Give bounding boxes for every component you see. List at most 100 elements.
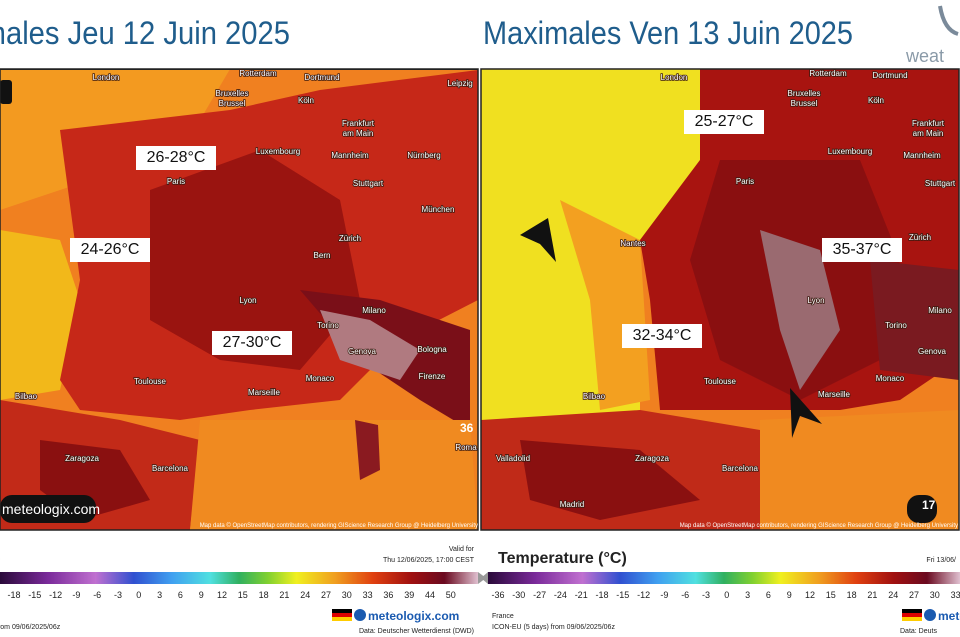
title: Maximales Ven 13 Juin 2025 xyxy=(483,15,853,51)
scale-tick: 50 xyxy=(446,590,456,600)
temperature-label: 24-26°C xyxy=(81,241,140,258)
bar-end xyxy=(481,572,488,584)
city-label: Milano xyxy=(928,306,952,315)
city-label: Lyon xyxy=(807,296,824,305)
data-source: Data: Deutscher Wetterdienst (DWD) xyxy=(359,628,474,635)
scale-tick: -6 xyxy=(681,590,689,600)
city-label: Toulouse xyxy=(704,377,737,386)
scale-tick: -18 xyxy=(7,590,20,600)
city-label: Marseille xyxy=(818,390,851,399)
city-label: Paris xyxy=(167,177,185,186)
city-label: Rotterdam xyxy=(809,69,847,78)
city-label: Torino xyxy=(885,321,907,330)
city-label: am Main xyxy=(343,129,374,138)
scale-tick: 12 xyxy=(217,590,227,600)
scale-tick: -12 xyxy=(49,590,62,600)
city-label: Milano xyxy=(362,306,386,315)
city-label: Zürich xyxy=(339,234,361,243)
title: Maximales Jeu 12 Juin 2025 xyxy=(0,15,290,51)
scale-tick: 39 xyxy=(404,590,414,600)
flag xyxy=(902,613,922,617)
scale-tick: -18 xyxy=(595,590,608,600)
scale-tick: 0 xyxy=(724,590,729,600)
brand-icon xyxy=(924,609,936,621)
city-label: Zaragoza xyxy=(635,454,669,463)
temperature-label: 27-30°C xyxy=(223,334,282,351)
flag xyxy=(902,617,922,621)
city-label: Köln xyxy=(298,96,314,105)
scale-tick: -12 xyxy=(637,590,650,600)
city-label: Nürnberg xyxy=(407,151,440,160)
brand: meteologix.com xyxy=(938,609,960,623)
temperature-label: 35-37°C xyxy=(833,241,892,258)
city-label: Köln xyxy=(868,96,884,105)
city-label: Genova xyxy=(918,347,947,356)
temperature-label: 26-28°C xyxy=(147,149,206,166)
map-right xyxy=(481,69,959,530)
scale-tick: 27 xyxy=(909,590,919,600)
scale-tick: -15 xyxy=(28,590,41,600)
valid-time: Fri 13/06/ xyxy=(926,557,956,564)
valid-time: Thu 12/06/2025, 17:00 CEST xyxy=(383,557,475,564)
label-box xyxy=(822,238,902,262)
attribution: Map data © OpenStreetMap contributors, r… xyxy=(200,522,478,529)
model-run: from 09/06/2025/06z xyxy=(0,624,61,631)
corner-badge: 17 xyxy=(922,498,936,512)
scale-tick: 0 xyxy=(136,590,141,600)
city-label: Madrid xyxy=(560,500,584,509)
scale-tick: 18 xyxy=(259,590,269,600)
city-label: Bilbao xyxy=(15,392,38,401)
city-label: Frankfurt xyxy=(342,119,375,128)
city-label: Bruxelles xyxy=(788,89,821,98)
label-box xyxy=(70,238,150,262)
city-label: Rotterdam xyxy=(239,69,277,78)
logo-icon xyxy=(938,5,959,36)
scale-tick: 27 xyxy=(321,590,331,600)
scale-tick: -30 xyxy=(512,590,525,600)
city-label: Firenze xyxy=(419,372,446,381)
brand-icon xyxy=(354,609,366,621)
scale-tick: 12 xyxy=(805,590,815,600)
city-label: Zaragoza xyxy=(65,454,99,463)
label-box xyxy=(136,146,216,170)
brand: meteologix.com xyxy=(368,609,459,623)
valid-label: Valid for xyxy=(449,546,475,553)
city-label: Stuttgart xyxy=(925,179,956,188)
scale-tick: 33 xyxy=(363,590,373,600)
city-label: Monaco xyxy=(306,374,335,383)
flag xyxy=(902,609,922,613)
city-label: Bruxelles xyxy=(216,89,249,98)
scale-tick: 24 xyxy=(888,590,898,600)
legend-title: Temperature (°C) xyxy=(498,550,627,567)
city-label: Torino xyxy=(317,321,339,330)
city-label: Dortmund xyxy=(872,71,907,80)
flag xyxy=(332,609,352,613)
scale-tick: 3 xyxy=(157,590,162,600)
city-label: am Main xyxy=(913,129,944,138)
city-label: Bilbao xyxy=(583,392,606,401)
city-label: Leipzig xyxy=(447,79,472,88)
city-label: Barcelona xyxy=(152,464,189,473)
scale-tick: -3 xyxy=(114,590,122,600)
scale-tick: 24 xyxy=(300,590,310,600)
frame xyxy=(480,68,960,531)
city-label: London xyxy=(661,73,688,82)
scale-tick: 36 xyxy=(383,590,393,600)
scale-tick: 44 xyxy=(425,590,435,600)
scale-tick: -9 xyxy=(72,590,80,600)
city-label: Nantes xyxy=(620,239,645,248)
city-label: München xyxy=(422,205,455,214)
attribution: Map data © OpenStreetMap contributors, r… xyxy=(680,522,958,529)
scale-tick: 21 xyxy=(279,590,289,600)
scale-tick: -24 xyxy=(554,590,567,600)
city-label: Brussel xyxy=(791,99,818,108)
scale-tick: -6 xyxy=(93,590,101,600)
label-box xyxy=(622,324,702,348)
color-bar xyxy=(0,572,478,584)
city-label: Paris xyxy=(736,177,754,186)
scale-tick: -27 xyxy=(533,590,546,600)
label-box xyxy=(212,331,292,355)
city-label: London xyxy=(93,73,120,82)
